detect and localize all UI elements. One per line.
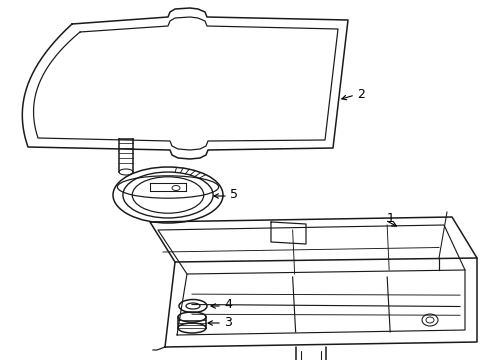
Text: 1: 1 [386,211,394,225]
Text: 3: 3 [224,315,231,328]
Text: 5: 5 [229,189,238,202]
Text: 2: 2 [356,87,364,100]
Text: 4: 4 [224,298,231,311]
